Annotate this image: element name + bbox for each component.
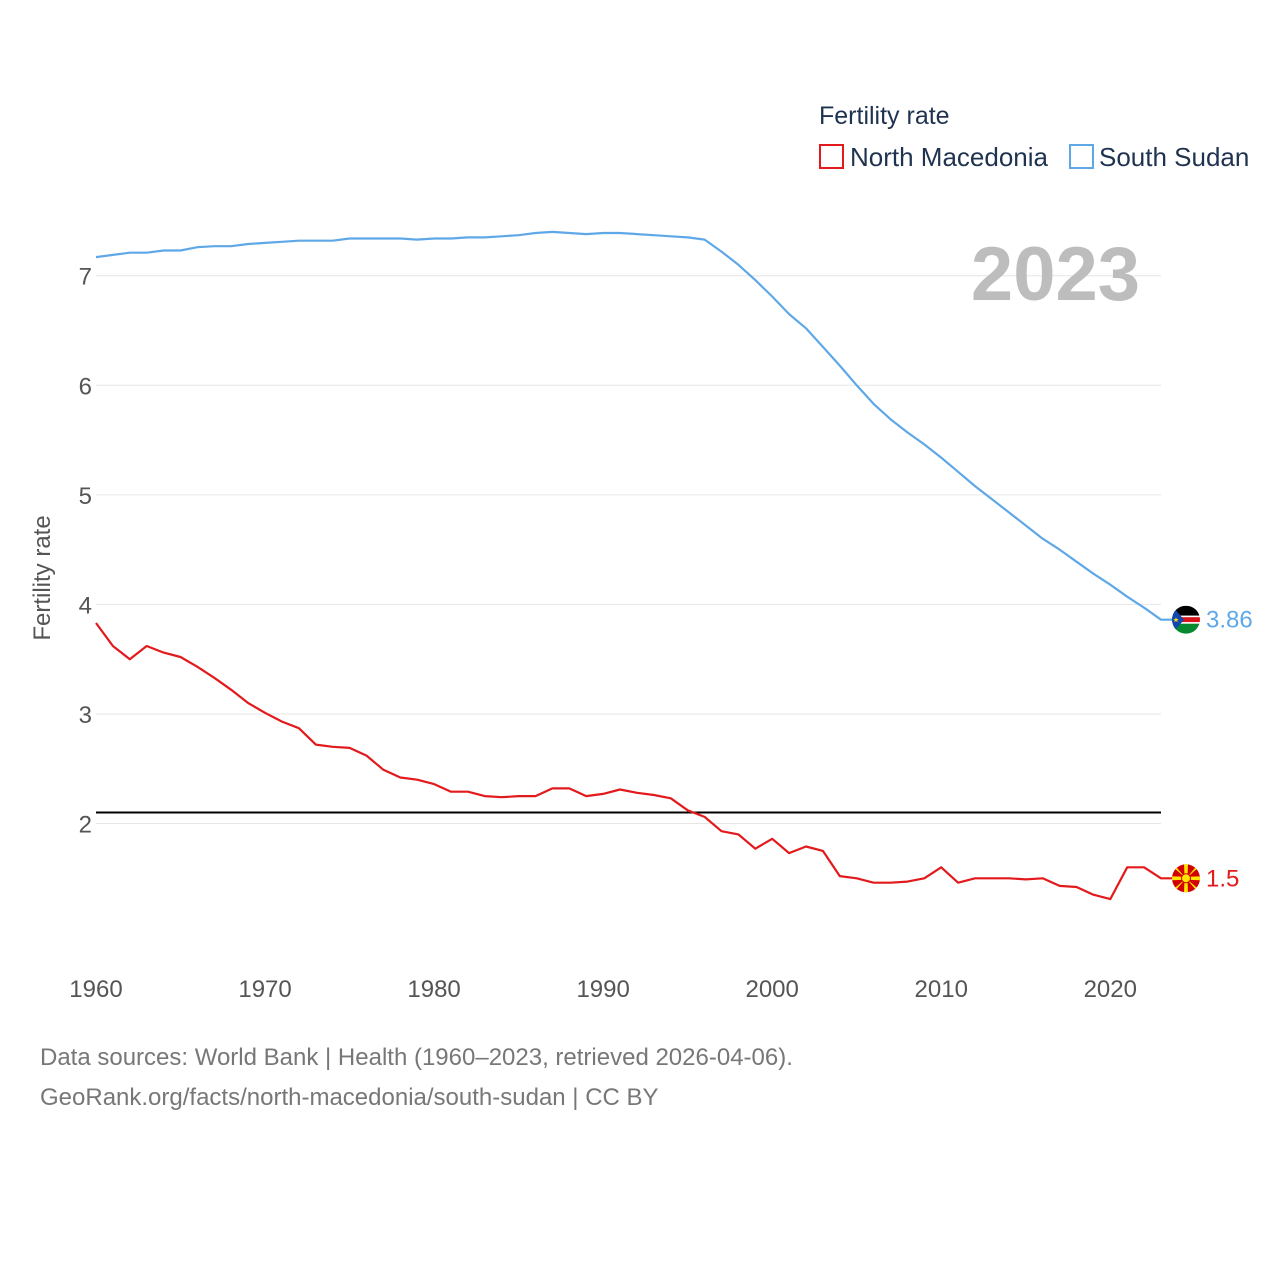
y-tick-label: 4 — [79, 592, 92, 619]
x-tick-label: 1990 — [576, 976, 629, 1003]
y-tick-label: 7 — [79, 264, 92, 291]
series-line-north-macedonia — [95, 622, 1172, 901]
y-axis-ticks: 2 3 4 5 6 7 — [79, 264, 92, 839]
footer-attribution[interactable]: GeoRank.org/facts/north-macedonia/south-… — [40, 1084, 659, 1111]
x-axis-ticks: 1960 1970 1980 1990 2000 2010 2020 — [69, 976, 1137, 1003]
x-tick-label: 1970 — [238, 976, 291, 1003]
y-tick-label: 2 — [79, 811, 92, 838]
legend-swatch-south-sudan — [1069, 144, 1094, 169]
year-label: 2023 — [971, 232, 1140, 317]
legend-title: Fertility rate — [819, 102, 950, 130]
legend-swatch-north-macedonia — [819, 144, 844, 169]
end-label-south-sudan: 3.86 — [1206, 607, 1253, 634]
y-tick-label: 3 — [79, 702, 92, 729]
x-tick-label: 1980 — [407, 976, 460, 1003]
x-tick-label: 2010 — [915, 976, 968, 1003]
gridlines — [96, 275, 1161, 824]
legend: Fertility rate North Macedonia South Sud… — [819, 102, 1249, 172]
x-tick-label: 1960 — [69, 976, 122, 1003]
y-tick-label: 5 — [79, 483, 92, 510]
end-label-north-macedonia: 1.5 — [1206, 865, 1239, 892]
x-tick-label: 2020 — [1084, 976, 1137, 1003]
y-tick-label: 6 — [79, 373, 92, 400]
legend-label-north-macedonia: North Macedonia — [850, 142, 1049, 172]
legend-label-south-sudan: South Sudan — [1099, 142, 1249, 172]
footer-sources: Data sources: World Bank | Health (1960–… — [40, 1044, 793, 1071]
y-axis-title: Fertility rate — [29, 515, 56, 640]
series-line-south-sudan — [95, 230, 1172, 621]
south-sudan-flag-icon — [1172, 605, 1200, 634]
x-tick-label: 2000 — [745, 976, 798, 1003]
north-macedonia-flag-icon — [1172, 864, 1200, 893]
